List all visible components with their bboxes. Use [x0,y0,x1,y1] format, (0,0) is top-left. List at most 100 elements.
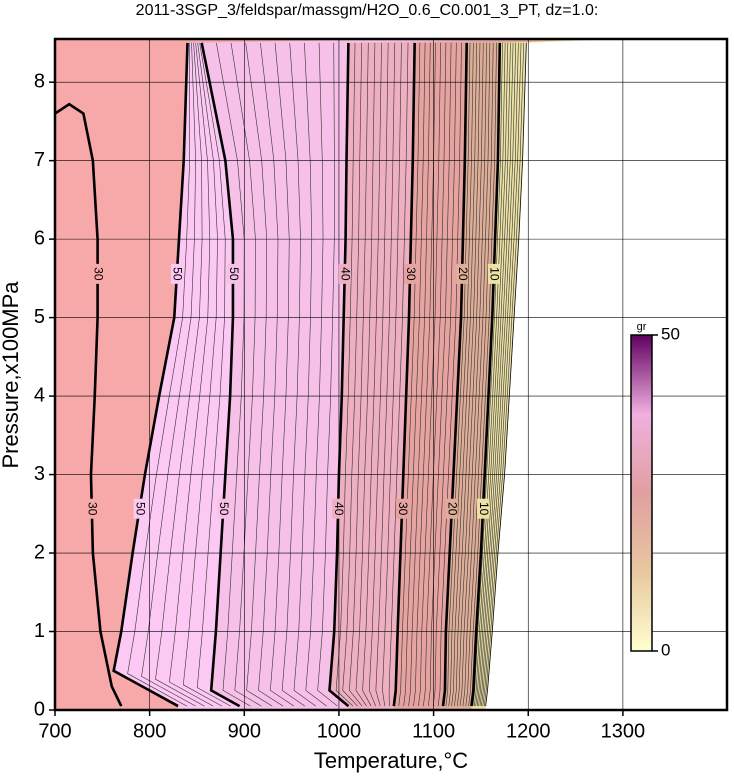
contour-label: 50 [133,502,147,516]
thin-contour [196,42,231,707]
colorbar [630,334,653,652]
thin-contour [473,42,506,707]
contour-label-bg [477,498,490,519]
contour-band [485,39,727,710]
thin-contour [362,42,382,707]
contour-label: 50 [171,267,185,281]
thin-contour [454,42,481,707]
thin-contour [375,42,396,707]
contour-label: 20 [456,267,470,281]
contour-label-bg [404,263,417,284]
thin-contour [462,42,491,707]
thin-contour [230,42,262,707]
contour-line [112,42,189,708]
plot-area: 30 30 50 50 50 50 40 40 30 30 20 20 10 10 [55,39,727,710]
thin-contour [317,42,338,707]
contour-label-bg [487,263,500,284]
thin-contour [169,42,214,707]
thin-contour [382,42,402,707]
thin-contour [398,42,421,707]
contour-label-bg [133,498,146,519]
chart-title: 2011-3SGP_3/feldspar/massgm/H2O_0.6_C0.0… [136,2,599,19]
x-tick-label: 800 [133,720,166,742]
thin-contour [448,42,474,707]
contour-label-bg [226,263,239,284]
thin-contour [355,42,376,707]
colorbar-tick-label: 0 [661,640,670,659]
thin-contour [475,42,509,707]
thin-contour [258,42,284,707]
contour-line [55,102,123,707]
y-tick-label: 7 [34,149,45,171]
contour-label-bg [217,498,230,519]
thin-contour [182,42,223,707]
thin-contour [418,42,441,707]
thin-contour [368,42,389,707]
contour-line [485,42,527,707]
contour-label: 30 [404,267,418,281]
x-axis-label: Temperature,°C [314,748,468,773]
contour-label: 50 [217,502,231,516]
thin-contour [127,42,190,707]
contour-label-bg [456,263,469,284]
thin-contour [155,42,205,707]
contour-label: 30 [396,502,410,516]
y-tick-label: 4 [34,384,45,406]
thin-contour [423,42,447,707]
thin-contour [456,42,484,707]
thin-contour [465,42,494,707]
contour-label-bg [332,498,345,519]
x-tick-label: 1200 [506,720,551,742]
contour-label: 40 [339,267,353,281]
contour-label: 30 [86,502,100,516]
thin-contour [427,42,452,707]
y-tick-label: 6 [34,227,45,249]
contour-label-bg [170,263,183,284]
x-tick-label: 1300 [601,720,646,742]
y-tick-label: 3 [34,463,45,485]
contour-label-bg [91,263,104,284]
thin-contour [281,42,306,707]
thin-contour [432,42,457,707]
thin-contour [482,42,522,707]
thin-contour [451,42,477,707]
contour-label-bg [338,263,351,284]
y-tick-label: 8 [34,70,45,92]
colorbar-label: gr [637,321,647,333]
thin-contour [483,42,524,707]
thin-contour [403,42,426,707]
plot-frame [53,37,729,712]
thin-contour [478,42,514,707]
contour-line [200,42,241,708]
thin-contour [342,42,362,707]
x-tick-label: 900 [228,720,261,742]
thin-contour [445,42,471,707]
thin-contour [481,42,519,707]
contour-line [328,42,350,708]
x-tick-label: 1100 [412,720,455,742]
thin-contour [459,42,487,707]
contour-label: 50 [227,267,241,281]
thin-contour [472,42,503,707]
colorbar-tick-label: 50 [661,324,680,343]
y-tick-label: 2 [34,541,45,563]
y-tick-label: 5 [34,306,45,328]
contour-line [470,42,502,707]
thin-contour [349,42,369,707]
thin-contour [270,42,295,707]
contour-label-bg [85,498,98,519]
contour-line [441,42,469,707]
contour-line [392,42,416,707]
contour-label: 10 [488,267,502,281]
contour-label: 20 [446,502,460,516]
thin-contour [413,42,436,707]
contour-label: 10 [477,502,491,516]
thin-contour [408,42,431,707]
thin-contour [245,42,273,707]
thin-contour [468,42,497,707]
thin-contour [479,42,517,707]
y-tick-label: 1 [34,620,45,642]
x-tick-label: 1000 [317,720,362,742]
thin-contour [388,42,409,707]
